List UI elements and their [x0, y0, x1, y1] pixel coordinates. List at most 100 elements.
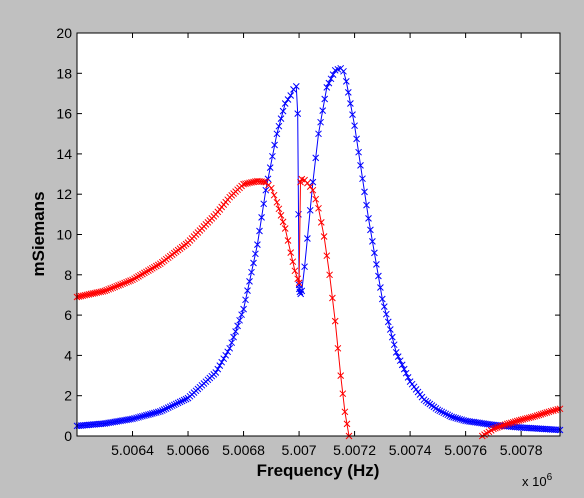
series-1-marker	[260, 178, 268, 186]
series-1-marker	[246, 179, 253, 187]
series-0-marker	[275, 122, 283, 130]
series-0-marker	[220, 355, 228, 363]
series-0-marker	[228, 339, 236, 347]
series-1-marker	[131, 275, 138, 283]
series-0-marker	[342, 78, 350, 85]
series-0-marker	[353, 135, 360, 143]
series-1-marker	[242, 180, 249, 188]
series-0-marker	[446, 412, 454, 420]
series-0-marker	[373, 261, 380, 268]
series-2-marker	[515, 417, 523, 424]
series-0-marker	[357, 162, 364, 169]
series-2-marker	[493, 424, 501, 431]
series-0-marker	[147, 410, 154, 418]
series-0-marker	[230, 333, 237, 341]
series-0-marker	[273, 130, 281, 138]
series-0-marker	[216, 362, 224, 369]
series-1-marker	[320, 233, 328, 240]
series-1-marker	[323, 252, 331, 260]
series-0-marker	[396, 357, 404, 365]
series-0-marker	[137, 413, 144, 421]
y-tick-label: 18	[56, 65, 72, 81]
series-0-marker	[440, 409, 448, 417]
series-1-marker	[270, 191, 278, 199]
series-1-marker	[284, 237, 292, 244]
series-2-marker	[499, 421, 507, 429]
series-1-marker	[281, 225, 289, 232]
series-0-marker	[382, 310, 390, 318]
series-0-marker	[452, 414, 460, 422]
series-0-marker	[148, 410, 156, 417]
series-0-marker	[325, 79, 333, 87]
series-0-marker	[240, 305, 247, 313]
series-1-marker	[133, 274, 140, 281]
series-1-marker	[337, 372, 345, 379]
series-0-marker	[319, 107, 327, 114]
series-0-marker	[400, 365, 408, 373]
series-0-marker	[365, 215, 372, 222]
series-1-marker	[99, 288, 107, 295]
series-0-marker	[438, 408, 446, 416]
series-0-marker	[150, 409, 158, 417]
series-0-marker	[456, 415, 464, 423]
series-0-marker	[244, 287, 251, 294]
series-0-marker	[178, 397, 186, 405]
series-1-marker	[101, 287, 109, 295]
series-1-marker	[111, 283, 119, 291]
y-axis-label: mSiemans	[29, 191, 48, 276]
series-0-marker	[323, 84, 331, 91]
series-0-marker	[347, 100, 354, 107]
series-2-marker	[529, 413, 537, 421]
series-1-marker	[317, 219, 325, 226]
series-1-marker	[339, 390, 347, 398]
series-1-marker	[248, 179, 255, 186]
series-2-marker	[535, 411, 543, 419]
series-0-marker	[296, 288, 304, 296]
series-0-marker	[301, 263, 308, 271]
x-tick-label: 5.0066	[167, 442, 210, 458]
x-tick-label: 5.0074	[389, 442, 432, 458]
series-0-marker	[298, 287, 306, 295]
series-1-marker	[279, 218, 287, 226]
y-tick-label: 16	[56, 106, 72, 122]
plot-area	[77, 33, 560, 436]
series-0-marker	[168, 402, 176, 410]
series-0-marker	[315, 130, 322, 138]
series-2-marker	[537, 411, 545, 418]
series-1-marker	[139, 270, 146, 278]
series-0-marker	[458, 416, 466, 424]
series-0-marker	[145, 411, 152, 418]
series-0-marker	[317, 118, 324, 126]
series-0-marker	[460, 416, 467, 424]
x-tick-label: 5.0072	[333, 442, 376, 458]
series-0-marker	[158, 407, 166, 414]
series-0-marker	[321, 95, 329, 103]
series-1-marker	[127, 277, 134, 284]
series-1-marker	[267, 184, 275, 192]
series-0-marker	[271, 141, 278, 149]
series-2-marker	[501, 421, 509, 428]
series-0-marker	[442, 410, 450, 418]
y-tick-label: 12	[56, 186, 72, 202]
series-0-marker	[434, 406, 442, 414]
x-ticks: 5.0064 5.0066 5.0068 5.007 5.0072 5.0074 5.007…	[111, 33, 543, 458]
series-1-marker	[145, 267, 152, 274]
series-1-marker	[289, 258, 297, 266]
series-1-marker	[291, 267, 299, 275]
series-2-marker	[517, 416, 525, 424]
series-0-marker	[152, 409, 160, 416]
series-0-marker	[380, 303, 388, 310]
series-0-marker	[404, 374, 412, 381]
series-0-marker	[164, 404, 172, 411]
series-0-marker	[250, 259, 257, 267]
series-0-marker	[398, 361, 406, 369]
series-0-marker	[292, 83, 300, 90]
y-tick-label: 20	[56, 25, 72, 41]
series-1-marker	[125, 278, 132, 285]
series-0-marker	[444, 411, 452, 419]
series-0-marker	[133, 414, 140, 422]
series-2-marker	[503, 420, 511, 428]
series-2-marker	[545, 408, 553, 416]
series-1-marker	[154, 261, 162, 269]
x-exponent-base: x 10	[522, 474, 547, 489]
